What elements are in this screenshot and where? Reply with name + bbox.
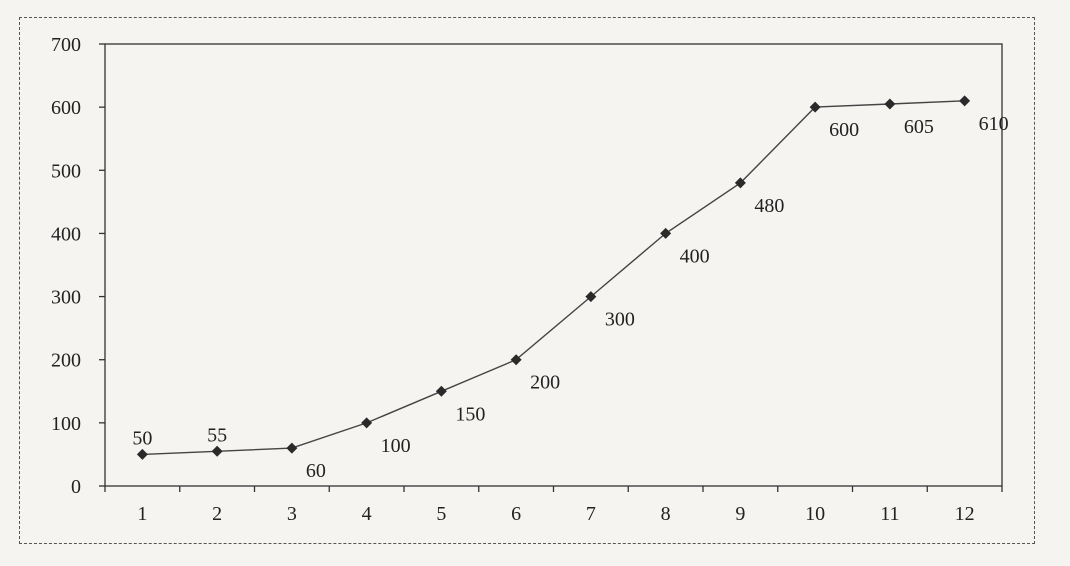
x-tick-label: 12 bbox=[955, 503, 975, 525]
y-tick-label: 200 bbox=[51, 350, 81, 372]
data-label: 605 bbox=[904, 116, 934, 138]
data-label: 300 bbox=[605, 309, 635, 331]
x-tick-label: 3 bbox=[287, 503, 297, 525]
y-tick-label: 300 bbox=[51, 287, 81, 309]
data-label: 600 bbox=[829, 119, 859, 141]
data-point-marker bbox=[435, 385, 447, 397]
data-label: 150 bbox=[455, 403, 485, 425]
x-tick-label: 9 bbox=[735, 503, 745, 525]
x-tick-label: 11 bbox=[880, 503, 899, 525]
data-point-marker bbox=[510, 354, 522, 366]
x-tick-label: 6 bbox=[511, 503, 521, 525]
series-polyline bbox=[142, 100, 965, 456]
data-label: 60 bbox=[306, 460, 326, 482]
x-tick-label: 7 bbox=[586, 503, 596, 525]
y-tick-label: 600 bbox=[51, 97, 81, 119]
data-label: 480 bbox=[754, 195, 784, 217]
data-point-marker bbox=[660, 227, 672, 239]
data-point-marker bbox=[361, 417, 373, 429]
x-tick-label: 8 bbox=[661, 503, 671, 525]
y-tick-label: 400 bbox=[51, 223, 81, 245]
data-point-marker bbox=[884, 98, 896, 110]
x-tick-label: 4 bbox=[362, 503, 372, 525]
axes bbox=[99, 43, 1003, 492]
plot-area-border bbox=[104, 43, 1003, 487]
y-tick-label: 0 bbox=[71, 476, 81, 498]
data-label: 100 bbox=[381, 435, 411, 457]
data-point-marker bbox=[211, 445, 223, 457]
data-point-marker bbox=[136, 448, 148, 460]
data-labels: 50 55 60 100 150 200 300 400 480 600 605 610 bbox=[132, 113, 1008, 482]
series-line bbox=[136, 95, 971, 460]
data-point-marker bbox=[585, 291, 597, 303]
data-label: 50 bbox=[132, 427, 152, 449]
data-point-marker bbox=[286, 442, 298, 454]
x-tick-label: 1 bbox=[137, 503, 147, 525]
data-label: 55 bbox=[207, 424, 227, 446]
x-tick-label: 10 bbox=[805, 503, 825, 525]
chart-frame bbox=[19, 17, 1035, 544]
y-tick-label: 500 bbox=[51, 160, 81, 182]
data-point-marker bbox=[734, 177, 746, 189]
data-label: 200 bbox=[530, 372, 560, 394]
x-tick-label: 5 bbox=[436, 503, 446, 525]
x-tick-label: 2 bbox=[212, 503, 222, 525]
data-point-marker bbox=[809, 101, 821, 113]
y-tick-label: 100 bbox=[51, 413, 81, 435]
data-label: 610 bbox=[979, 113, 1009, 135]
data-point-marker bbox=[959, 95, 971, 107]
data-label: 400 bbox=[680, 245, 710, 267]
y-tick-label: 700 bbox=[51, 34, 81, 56]
